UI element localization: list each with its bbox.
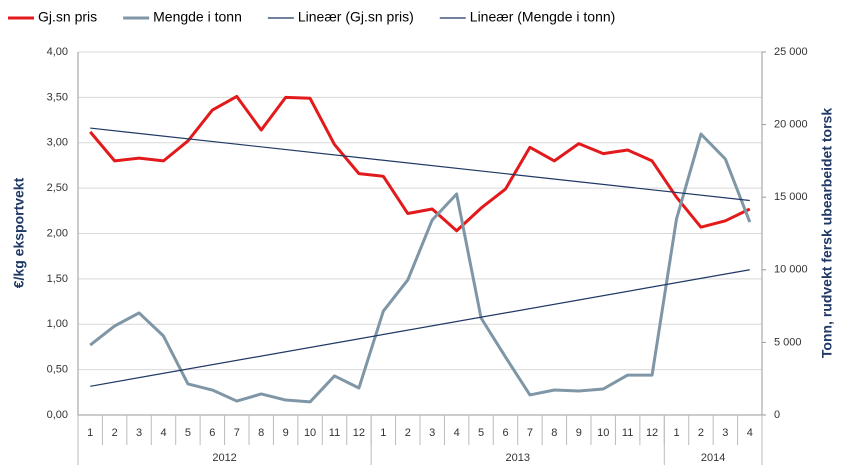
x-tick-label: 9 xyxy=(283,427,289,439)
y-tick-label: 2,00 xyxy=(47,227,68,239)
y2-tick-label: 10 000 xyxy=(774,264,808,276)
x-tick-label: 11 xyxy=(329,427,340,439)
x-tick-label: 3 xyxy=(136,427,142,439)
x-tick-label: 4 xyxy=(454,427,460,439)
x-tick-label: 1 xyxy=(87,427,93,439)
y2-tick-label: 0 xyxy=(774,409,780,421)
y-tick-label: 3,50 xyxy=(47,91,68,103)
x-tick-label: 8 xyxy=(551,427,557,439)
x-tick-label: 1 xyxy=(673,427,679,439)
x-group-label: 2014 xyxy=(701,452,725,464)
y2-tick-label: 20 000 xyxy=(774,119,808,131)
legend-label: Mengde i tonn xyxy=(153,9,242,25)
x-tick-label: 6 xyxy=(502,427,508,439)
x-tick-label: 12 xyxy=(646,427,658,439)
x-tick-label: 5 xyxy=(185,427,191,439)
series-line xyxy=(89,132,752,404)
x-tick-label: 5 xyxy=(478,427,484,439)
trend-line xyxy=(90,127,750,202)
x-tick-label: 8 xyxy=(258,427,264,439)
x-group-label: 2012 xyxy=(212,452,236,464)
x-tick-label: 7 xyxy=(527,427,533,439)
y-tick-label: 3,00 xyxy=(47,137,68,149)
x-group-label: 2013 xyxy=(505,452,529,464)
x-tick-label: 10 xyxy=(597,427,609,439)
x-tick-label: 4 xyxy=(160,427,166,439)
x-tick-label: 2 xyxy=(112,427,118,439)
x-tick-label: 1 xyxy=(380,427,386,439)
y-tick-label: 0,50 xyxy=(47,364,68,376)
legend-label: Lineær (Mengde i tonn) xyxy=(470,9,616,25)
y-axis-label: €/kg eksportvekt xyxy=(11,177,27,288)
trend-line xyxy=(90,269,750,387)
y2-tick-label: 5 000 xyxy=(774,336,802,348)
y-tick-label: 1,00 xyxy=(47,318,68,330)
y-tick-label: 0,00 xyxy=(47,409,68,421)
y-tick-label: 1,50 xyxy=(47,273,68,285)
x-tick-label: 4 xyxy=(747,427,753,439)
series-line xyxy=(89,94,751,233)
x-tick-label: 12 xyxy=(353,427,365,439)
x-tick-label: 10 xyxy=(304,427,316,439)
x-tick-label: 2 xyxy=(405,427,411,439)
x-tick-label: 2 xyxy=(698,427,704,439)
y2-tick-label: 25 000 xyxy=(774,46,808,58)
legend-label: Lineær (Gj.sn pris) xyxy=(298,9,414,25)
x-tick-label: 7 xyxy=(234,427,240,439)
y2-tick-label: 15 000 xyxy=(774,191,808,203)
x-tick-label: 9 xyxy=(576,427,582,439)
x-tick-label: 11 xyxy=(622,427,633,439)
y2-axis-label: Tonn, rudvekt fersk ubearbeidet torsk xyxy=(819,108,835,358)
legend-label: Gj.sn pris xyxy=(38,9,97,25)
x-tick-label: 3 xyxy=(722,427,728,439)
y-tick-label: 2,50 xyxy=(47,182,68,194)
x-tick-label: 6 xyxy=(209,427,215,439)
x-tick-label: 3 xyxy=(429,427,435,439)
y-tick-label: 4,00 xyxy=(47,46,68,58)
